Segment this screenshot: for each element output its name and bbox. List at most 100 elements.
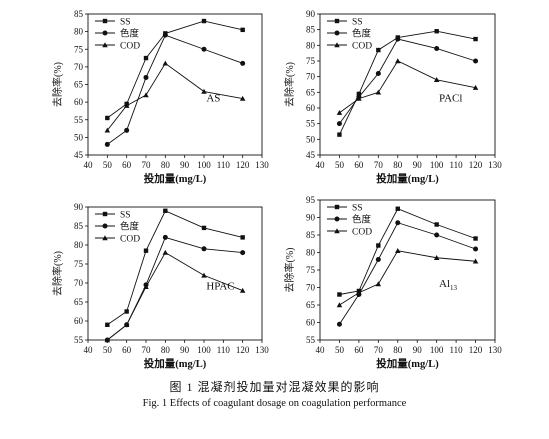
x-axis-label: 投加量(mg/L) <box>144 357 207 370</box>
data-point <box>201 225 207 231</box>
series-line-2 <box>339 38 476 124</box>
data-point <box>472 258 479 264</box>
legend-label: COD <box>120 235 140 245</box>
data-point <box>433 255 440 260</box>
plot-frame <box>319 13 496 156</box>
y-tick-label: 80 <box>306 40 316 50</box>
plot-frame <box>87 13 263 156</box>
y-tick-label: 80 <box>74 240 84 250</box>
data-point <box>356 91 362 97</box>
data-point <box>473 246 479 252</box>
data-point <box>201 18 207 24</box>
panel-title: HPAC <box>206 280 234 292</box>
x-tick-label: 40 <box>84 345 94 355</box>
data-point <box>143 74 149 80</box>
y-tick-label: 60 <box>74 316 84 326</box>
data-point <box>434 232 440 238</box>
data-point <box>395 248 401 253</box>
y-tick-label: 75 <box>306 265 316 275</box>
y-tick-label: 45 <box>306 150 316 160</box>
data-point <box>473 58 479 64</box>
data-point <box>201 46 207 52</box>
data-point <box>337 132 342 137</box>
y-tick-label: 70 <box>306 72 316 82</box>
legend-marker <box>334 228 340 234</box>
series-line-3 <box>339 60 476 114</box>
data-point <box>376 243 381 248</box>
legend-label: SS <box>352 18 363 28</box>
data-point <box>143 92 149 98</box>
y-tick-label: 65 <box>74 297 84 307</box>
legend-label: COD <box>120 42 140 52</box>
series-line-2 <box>107 34 243 145</box>
x-tick-label: 110 <box>450 345 464 355</box>
series-line-3 <box>106 62 243 131</box>
x-tick-label: 100 <box>430 160 444 170</box>
x-tick-label: 70 <box>142 160 152 170</box>
y-tick-label: 75 <box>74 259 84 269</box>
x-tick-label: 100 <box>197 345 211 355</box>
legend-label: SS <box>120 211 131 221</box>
y-tick-label: 65 <box>74 80 84 90</box>
data-point <box>162 249 169 255</box>
data-point <box>395 36 401 42</box>
x-tick-label: 80 <box>161 345 171 355</box>
x-tick-label: 50 <box>103 345 113 355</box>
x-tick-label: 90 <box>413 345 423 355</box>
data-point <box>375 71 381 77</box>
legend-marker <box>334 18 340 24</box>
data-point <box>201 246 207 252</box>
legend-marker <box>102 18 108 24</box>
x-tick-label: 80 <box>393 160 403 170</box>
legend-label: 色度 <box>120 221 140 233</box>
data-point <box>124 309 129 314</box>
y-tick-label: 90 <box>306 9 316 19</box>
x-tick-label: 120 <box>236 160 250 170</box>
legend-marker <box>334 204 340 210</box>
panel-title: AS <box>206 92 220 104</box>
legend-marker <box>102 235 108 241</box>
series-line-2 <box>339 222 476 325</box>
data-point <box>395 220 401 226</box>
y-tick-label: 60 <box>306 103 316 113</box>
y-axis-label: 去除率(%) <box>51 62 64 107</box>
y-tick-label: 60 <box>74 97 84 107</box>
data-point <box>472 84 479 90</box>
data-point <box>473 36 478 42</box>
x-tick-label: 80 <box>393 345 403 355</box>
data-point <box>336 121 342 127</box>
chart-panel-1: 40 50 60 70 80 90 100 110 120 130 45 50 55 60 65 70 75 80… <box>51 9 269 185</box>
figure-canvas: 40 50 60 70 80 90 100 110 120 130 45 50 55 60 65 70 75 80… <box>51 9 502 370</box>
y-axis-label: 去除率(%) <box>51 251 64 296</box>
y-tick-label: 55 <box>306 119 316 129</box>
y-tick-label: 70 <box>306 283 316 293</box>
y-tick-label: 85 <box>306 230 316 240</box>
y-tick-label: 90 <box>74 202 84 212</box>
data-point <box>104 127 111 133</box>
data-point <box>395 206 400 211</box>
y-tick-label: 85 <box>74 221 84 231</box>
legend-label: SS <box>120 18 131 28</box>
x-tick-label: 120 <box>469 345 483 355</box>
y-tick-label: 80 <box>306 248 316 258</box>
data-point <box>434 29 439 34</box>
data-point <box>201 88 207 94</box>
data-point <box>337 292 342 297</box>
data-point <box>473 236 478 241</box>
data-point <box>239 95 246 101</box>
data-point <box>143 248 149 253</box>
y-tick-label: 60 <box>306 318 316 328</box>
data-point <box>104 337 111 343</box>
x-tick-label: 50 <box>335 345 345 355</box>
y-tick-label: 80 <box>74 27 84 37</box>
chart-panel-4: 40 50 60 70 80 90 100 110 120 130 55 60 65 70 75 80 85 90… <box>283 195 502 370</box>
legend-label: COD <box>352 42 372 52</box>
plot-frame <box>87 206 263 341</box>
data-point <box>201 272 207 278</box>
y-tick-label: 90 <box>306 213 316 223</box>
x-tick-label: 40 <box>316 345 326 355</box>
x-tick-label: 130 <box>255 345 269 355</box>
y-tick-label: 75 <box>306 56 316 66</box>
data-point <box>105 322 110 327</box>
series-line-1 <box>339 208 476 295</box>
